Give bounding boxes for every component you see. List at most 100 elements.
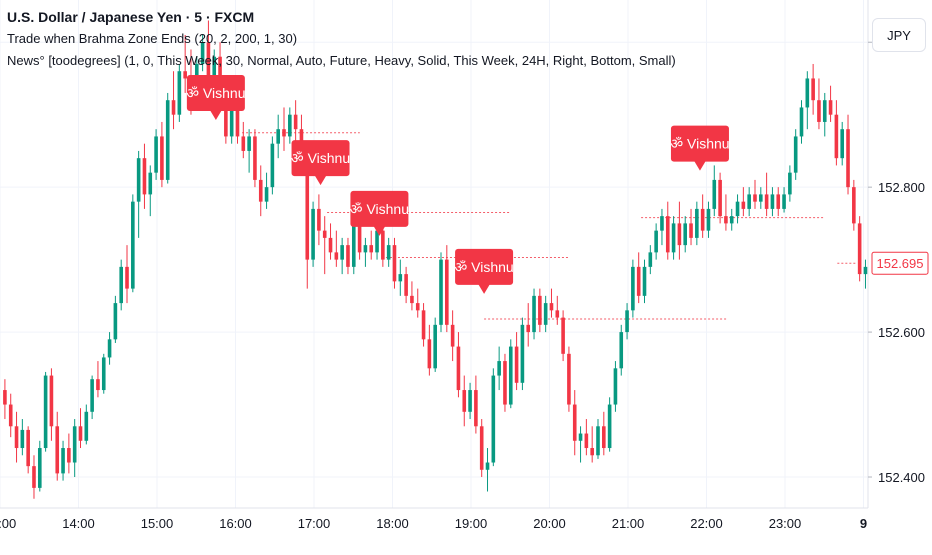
candle-body[interactable] xyxy=(665,216,670,253)
candle-body[interactable] xyxy=(84,411,89,441)
candle-body[interactable] xyxy=(142,158,147,195)
candle-body[interactable] xyxy=(660,216,664,231)
candle-body[interactable] xyxy=(67,448,71,463)
candle-body[interactable] xyxy=(410,295,414,304)
candle-body[interactable] xyxy=(764,194,769,209)
candle-body[interactable] xyxy=(689,223,693,238)
candle-body[interactable] xyxy=(799,107,804,137)
candle-body[interactable] xyxy=(305,165,310,260)
candle-body[interactable] xyxy=(415,303,420,311)
candle-body[interactable] xyxy=(549,303,554,311)
candle-body[interactable] xyxy=(369,245,374,253)
candle-body[interactable] xyxy=(90,379,94,412)
candle-body[interactable] xyxy=(421,310,426,340)
candle-body[interactable] xyxy=(404,274,408,296)
candle-body[interactable] xyxy=(485,462,490,470)
candle-body[interactable] xyxy=(165,100,170,180)
candle-body[interactable] xyxy=(718,179,722,217)
candle-body[interactable] xyxy=(602,426,606,449)
candle-body[interactable] xyxy=(776,194,781,209)
candle-body[interactable] xyxy=(78,426,83,441)
candle-body[interactable] xyxy=(119,266,124,304)
candle-body[interactable] xyxy=(805,78,810,108)
candle-body[interactable] xyxy=(125,266,129,289)
candle-body[interactable] xyxy=(96,379,100,391)
candle-body[interactable] xyxy=(3,390,7,405)
candle-body[interactable] xyxy=(520,324,525,383)
candle-body[interactable] xyxy=(72,426,77,463)
candle-body[interactable] xyxy=(613,368,618,405)
currency-button[interactable]: JPY xyxy=(872,18,926,52)
candle-body[interactable] xyxy=(14,426,19,449)
candle-body[interactable] xyxy=(538,295,542,325)
candle-body[interactable] xyxy=(468,390,472,412)
candle-body[interactable] xyxy=(729,216,734,224)
candle-body[interactable] xyxy=(131,201,135,289)
candle-body[interactable] xyxy=(363,245,368,253)
candle-body[interactable] xyxy=(43,375,48,449)
candle-body[interactable] xyxy=(572,404,577,441)
candle-body[interactable] xyxy=(322,230,327,238)
candle-body[interactable] xyxy=(631,266,635,311)
candle-body[interactable] xyxy=(683,223,688,246)
candle-body[interactable] xyxy=(782,194,786,209)
candle-body[interactable] xyxy=(282,129,286,137)
candle-body[interactable] xyxy=(561,317,565,354)
candle-body[interactable] xyxy=(8,404,13,427)
candle-body[interactable] xyxy=(445,259,449,325)
candle-body[interactable] xyxy=(567,353,571,405)
candle-body[interactable] xyxy=(770,194,775,209)
candle-body[interactable] xyxy=(543,303,548,325)
candle-body[interactable] xyxy=(648,252,653,267)
news-label-box[interactable] xyxy=(186,74,245,111)
candle-body[interactable] xyxy=(160,136,164,180)
candle-body[interactable] xyxy=(462,390,467,412)
candle-body[interactable] xyxy=(747,194,751,209)
news-label-box[interactable] xyxy=(291,140,350,177)
candle-body[interactable] xyxy=(398,274,403,282)
candle-body[interactable] xyxy=(340,245,344,260)
candle-body[interactable] xyxy=(276,129,280,144)
candle-body[interactable] xyxy=(375,230,379,253)
candle-body[interactable] xyxy=(811,78,815,101)
candle-body[interactable] xyxy=(177,71,182,115)
candle-body[interactable] xyxy=(852,187,856,224)
candle-body[interactable] xyxy=(224,100,228,137)
candle-body[interactable] xyxy=(677,223,682,246)
candle-body[interactable] xyxy=(101,357,106,391)
candle-body[interactable] xyxy=(817,100,821,122)
candle-body[interactable] xyxy=(607,404,612,449)
candle-body[interactable] xyxy=(654,230,658,253)
candle-body[interactable] xyxy=(212,56,217,79)
candle-body[interactable] xyxy=(503,361,507,405)
candle-body[interactable] xyxy=(497,361,501,376)
candle-body[interactable] xyxy=(206,42,211,79)
candle-body[interactable] xyxy=(753,194,757,202)
candle-body[interactable] xyxy=(171,100,176,115)
candle-body[interactable] xyxy=(828,100,833,115)
candle-body[interactable] xyxy=(392,245,397,282)
candle-body[interactable] xyxy=(183,71,187,79)
candle-body[interactable] xyxy=(712,179,717,209)
candle-body[interactable] xyxy=(55,426,60,474)
candle-body[interactable] xyxy=(433,324,437,369)
candle-body[interactable] xyxy=(241,136,246,151)
news-label-box[interactable] xyxy=(455,248,514,285)
candle-body[interactable] xyxy=(555,310,560,318)
candle-body[interactable] xyxy=(427,339,432,369)
candle-body[interactable] xyxy=(758,194,763,202)
candle-body[interactable] xyxy=(532,295,536,333)
candle-body[interactable] xyxy=(863,266,868,275)
candle-body[interactable] xyxy=(508,346,513,405)
candle-body[interactable] xyxy=(450,324,455,347)
candle-body[interactable] xyxy=(456,346,461,391)
candle-body[interactable] xyxy=(514,346,519,383)
candle-body[interactable] xyxy=(846,129,850,188)
news-label-box[interactable] xyxy=(670,125,729,162)
candle-body[interactable] xyxy=(346,245,350,267)
candle-body[interactable] xyxy=(479,426,484,470)
candle-body[interactable] xyxy=(439,259,443,325)
candle-body[interactable] xyxy=(107,339,112,358)
candle-body[interactable] xyxy=(26,429,30,467)
